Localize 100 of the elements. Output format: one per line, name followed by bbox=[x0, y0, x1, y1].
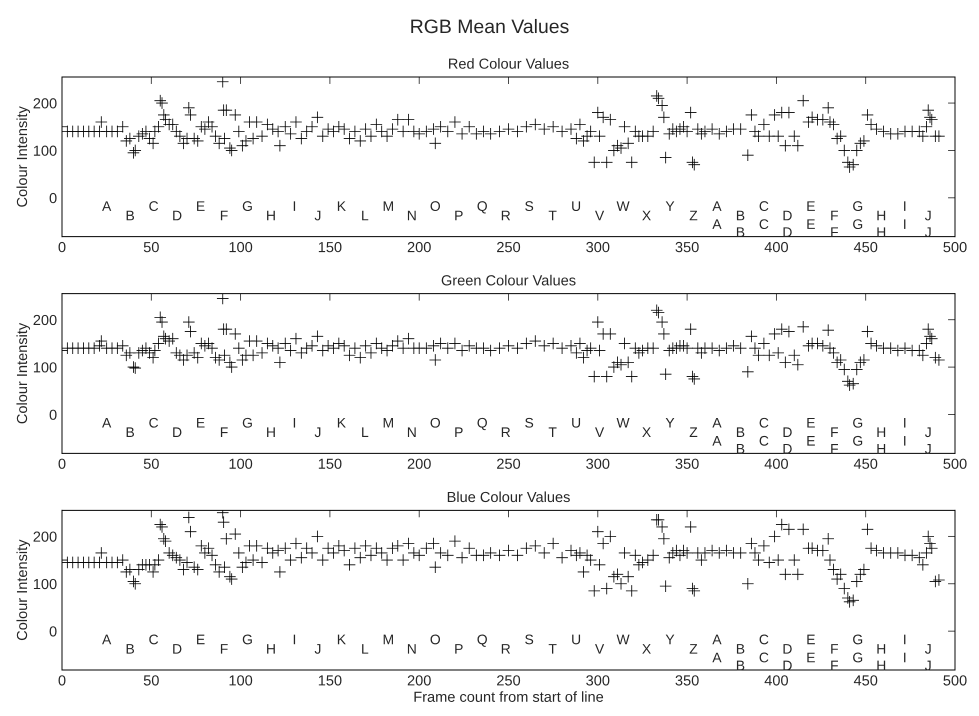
annotation: F bbox=[831, 427, 838, 437]
annotation: W bbox=[616, 201, 630, 211]
annotation: F bbox=[220, 427, 228, 437]
x-tick-label: 0 bbox=[58, 242, 66, 252]
x-tick-label: 250 bbox=[497, 675, 520, 686]
annotation: D bbox=[173, 644, 182, 654]
annotation: H bbox=[877, 644, 886, 654]
annotation: B bbox=[736, 427, 744, 437]
x-tick-label: 150 bbox=[318, 242, 342, 252]
annotation: Y bbox=[666, 418, 674, 428]
x-tick-label: 400 bbox=[764, 675, 788, 686]
annotation: H bbox=[877, 660, 886, 670]
y-axis-title: Colour Intensity bbox=[16, 106, 30, 207]
annotation: A bbox=[712, 219, 722, 229]
annotation: D bbox=[783, 227, 792, 237]
annotation: R bbox=[502, 644, 510, 654]
annotation: I bbox=[294, 418, 296, 428]
x-tick-label: 350 bbox=[675, 675, 699, 686]
annotation: N bbox=[408, 427, 416, 437]
annotation: D bbox=[783, 444, 792, 454]
annotation: M bbox=[384, 201, 393, 211]
annotation: Z bbox=[690, 644, 698, 654]
x-tick-label: 300 bbox=[586, 675, 610, 686]
annotation: A bbox=[712, 634, 722, 644]
annotation: G bbox=[853, 201, 862, 212]
x-tick-label: 450 bbox=[854, 458, 878, 469]
annotation: G bbox=[853, 436, 862, 446]
annotation: C bbox=[760, 219, 768, 230]
chart-subtitle: Red Colour Values bbox=[449, 58, 569, 69]
annotation: A bbox=[712, 418, 722, 428]
annotation: B bbox=[736, 227, 744, 237]
annotation: A bbox=[712, 652, 722, 662]
x-tick-label: 400 bbox=[764, 458, 788, 469]
annotation: D bbox=[173, 210, 182, 220]
chart-title: Green Colour Values bbox=[442, 274, 576, 286]
annotation: E bbox=[807, 418, 815, 428]
annotation: V bbox=[595, 210, 604, 220]
annotation: R bbox=[502, 210, 510, 220]
annotation: L bbox=[362, 427, 368, 437]
annotation: A bbox=[102, 634, 112, 644]
annotation: G bbox=[853, 652, 862, 662]
annotation: P bbox=[455, 427, 463, 437]
annotation: I bbox=[294, 201, 296, 211]
annotation: M bbox=[384, 634, 393, 644]
x-tick-label: 50 bbox=[144, 675, 159, 686]
annotation: A bbox=[102, 201, 112, 211]
annotation: I bbox=[904, 219, 906, 229]
annotation: C bbox=[760, 634, 768, 644]
annotation: J bbox=[314, 210, 320, 220]
annotation: F bbox=[831, 210, 838, 220]
x-tick-label: 350 bbox=[675, 242, 699, 252]
annotation: Q bbox=[477, 634, 487, 647]
annotation: F bbox=[831, 227, 838, 237]
annotation: Y bbox=[666, 201, 674, 211]
annotation: K bbox=[338, 201, 346, 211]
annotation: C bbox=[760, 201, 768, 212]
annotation: I bbox=[904, 418, 906, 428]
y-tick-label: 100 bbox=[34, 362, 57, 373]
annotation: G bbox=[853, 219, 862, 230]
x-tick-label: 0 bbox=[58, 675, 66, 686]
x-tick-label: 50 bbox=[144, 458, 159, 469]
annotation: I bbox=[904, 201, 906, 211]
annotation: U bbox=[572, 634, 580, 644]
annotation: D bbox=[783, 427, 792, 437]
x-tick-label: 200 bbox=[408, 675, 431, 686]
annotation: H bbox=[877, 444, 886, 454]
annotation: R bbox=[502, 427, 510, 437]
annotation: J bbox=[924, 644, 931, 654]
annotation: C bbox=[760, 436, 768, 446]
x-tick-label: 150 bbox=[318, 458, 342, 469]
annotation: B bbox=[736, 644, 744, 654]
y-axis-title: Colour Intensity bbox=[16, 540, 30, 640]
annotation: E bbox=[807, 219, 815, 229]
annotation: F bbox=[220, 644, 228, 654]
annotation: C bbox=[760, 652, 768, 662]
x-tick-label: 100 bbox=[230, 242, 252, 252]
annotation: I bbox=[904, 652, 906, 662]
y-tick-label: 100 bbox=[34, 578, 57, 590]
chart-title: RGB Mean Values bbox=[411, 18, 569, 34]
x-axis-title: Frame count from start of line bbox=[414, 691, 604, 702]
annotation: C bbox=[760, 418, 768, 428]
annotation: F bbox=[831, 660, 838, 670]
x-tick-label: 250 bbox=[497, 458, 520, 469]
annotation: B bbox=[736, 210, 744, 220]
annotation: K bbox=[338, 418, 346, 428]
annotation: N bbox=[408, 644, 416, 654]
x-tick-label: 300 bbox=[586, 458, 610, 469]
annotation: C bbox=[149, 634, 158, 644]
annotation: Y bbox=[666, 634, 674, 644]
annotation: B bbox=[126, 427, 134, 437]
annotation: A bbox=[102, 418, 112, 428]
annotation: E bbox=[807, 652, 815, 662]
annotation: E bbox=[807, 201, 815, 211]
annotation: X bbox=[642, 210, 651, 220]
annotation: G bbox=[853, 634, 862, 644]
y-tick-label: 0 bbox=[50, 410, 57, 420]
x-tick-label: 450 bbox=[854, 242, 878, 252]
annotation: J bbox=[924, 210, 931, 220]
annotation: Z bbox=[690, 427, 698, 437]
annotation: I bbox=[904, 634, 906, 644]
